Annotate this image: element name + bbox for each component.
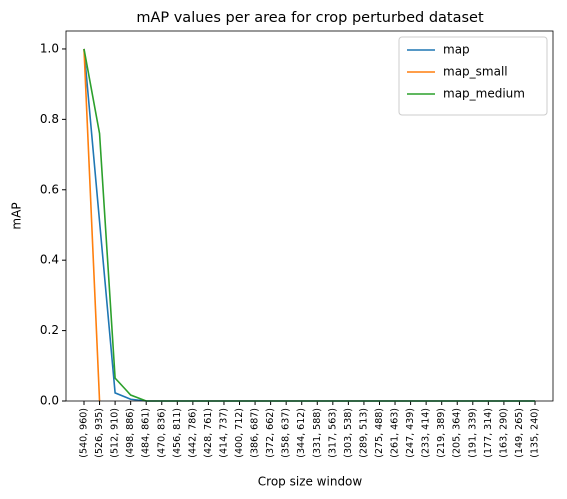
x-tick-label: (219, 389)	[436, 408, 447, 458]
y-tick-label: 0.8	[40, 112, 59, 126]
legend-label: map	[443, 43, 470, 57]
x-tick-label: (163, 290)	[498, 408, 509, 458]
data-line	[83, 48, 101, 402]
x-tick-label: (261, 463)	[390, 408, 401, 458]
x-tick-label: (526, 935)	[94, 408, 105, 458]
x-tick-label: (289, 513)	[358, 408, 369, 458]
y-tick-label: 0.4	[40, 253, 59, 267]
x-tick-label: (205, 364)	[452, 408, 463, 458]
x-tick-label: (344, 612)	[296, 408, 307, 458]
x-tick-label: (135, 240)	[530, 408, 541, 458]
x-tick-label: (303, 538)	[343, 408, 354, 458]
x-tick-label: (386, 687)	[250, 408, 261, 458]
x-tick-label: (275, 488)	[374, 408, 385, 458]
x-tick-label: (177, 314)	[483, 408, 494, 458]
x-tick-label: (456, 811)	[172, 408, 183, 458]
x-tick-label: (428, 761)	[203, 408, 214, 458]
x-tick-label: (540, 960)	[79, 408, 90, 458]
x-tick-label: (358, 637)	[281, 408, 292, 458]
legend-label: map_medium	[443, 87, 525, 101]
y-axis-label: mAP	[10, 202, 24, 229]
legend: map map_small map_medium	[398, 36, 548, 116]
x-tick-label: (484, 861)	[141, 408, 152, 458]
y-tick-label: 1.0	[40, 41, 59, 55]
plot-frame	[65, 30, 554, 402]
y-tick-label: 0.2	[40, 323, 59, 337]
chart-title: mAP values per area for crop perturbed d…	[136, 10, 484, 26]
legend-box	[398, 36, 548, 116]
x-tick-label: (191, 339)	[467, 408, 478, 458]
y-tick-label: 0.6	[40, 182, 59, 196]
legend-label: map_small	[443, 65, 508, 79]
x-tick-label: (442, 786)	[187, 408, 198, 458]
x-tick-label: (331, 588)	[312, 408, 323, 458]
x-axis-label: Crop size window	[258, 475, 363, 489]
x-tick-label: (414, 737)	[218, 408, 229, 458]
x-tick-label: (400, 712)	[234, 408, 245, 458]
x-tick-label: (149, 265)	[514, 408, 525, 458]
y-tick-label: 0.0	[40, 394, 59, 408]
x-tick-label: (247, 439)	[405, 408, 416, 458]
x-tick-label: (498, 886)	[125, 408, 136, 458]
x-tick-label: (470, 836)	[156, 408, 167, 458]
x-tick-label: (317, 563)	[327, 408, 338, 458]
x-tick-label: (372, 662)	[265, 408, 276, 458]
x-tick-label: (512, 910)	[110, 408, 121, 458]
x-tick-label: (233, 414)	[421, 408, 432, 458]
